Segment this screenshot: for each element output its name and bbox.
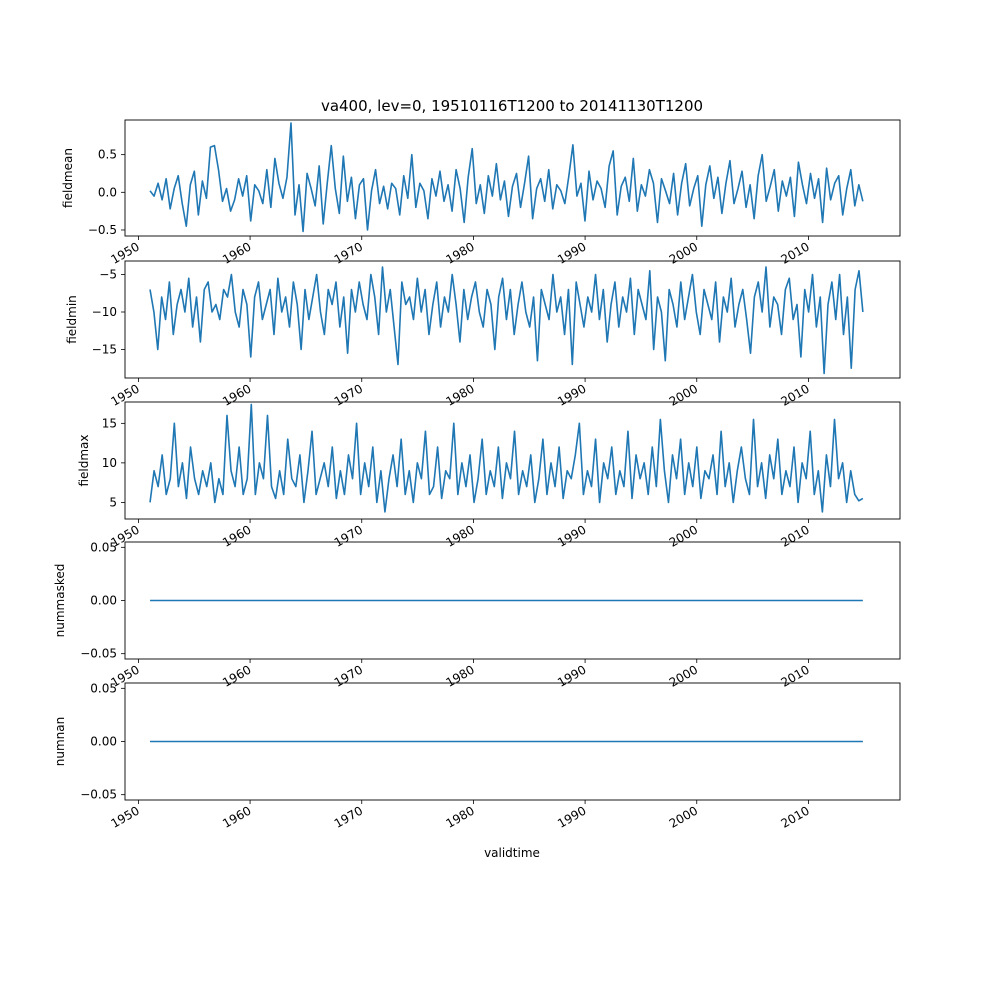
- y-tick-label: 0.05: [90, 681, 117, 695]
- series-line-fieldmean: [149, 122, 864, 233]
- y-tick-label: 10: [102, 456, 117, 470]
- axes-frame: [124, 401, 901, 520]
- y-tick-label: 0.05: [90, 540, 117, 554]
- series-line-fieldmax: [149, 403, 864, 513]
- chart-title: va400, lev=0, 19510116T1200 to 20141130T…: [321, 97, 703, 115]
- y-axis-label: fieldmin: [65, 295, 79, 344]
- axes-frame: [124, 260, 901, 379]
- y-tick-label: −0.5: [88, 223, 117, 237]
- y-axis-label: nummasked: [53, 564, 67, 638]
- y-tick-label: −0.05: [80, 788, 117, 802]
- x-axis-label: validtime: [484, 846, 540, 860]
- y-tick-label: 15: [102, 416, 117, 430]
- y-tick-label: −5: [99, 268, 117, 282]
- y-tick-label: 0.0: [98, 185, 117, 199]
- y-tick-label: 0.00: [90, 735, 117, 749]
- y-axis-label: fieldmean: [61, 148, 75, 208]
- y-axis-label: numnan: [53, 717, 67, 766]
- axes-frame: [124, 119, 901, 237]
- y-tick-label: 5: [109, 495, 117, 509]
- series-line-fieldmin: [149, 266, 864, 375]
- y-tick-label: 0.00: [90, 594, 117, 608]
- y-tick-label: −15: [92, 343, 117, 357]
- y-tick-label: −10: [92, 305, 117, 319]
- y-tick-label: −0.05: [80, 647, 117, 661]
- y-tick-label: 0.5: [98, 148, 117, 162]
- y-axis-label: fieldmax: [77, 434, 91, 486]
